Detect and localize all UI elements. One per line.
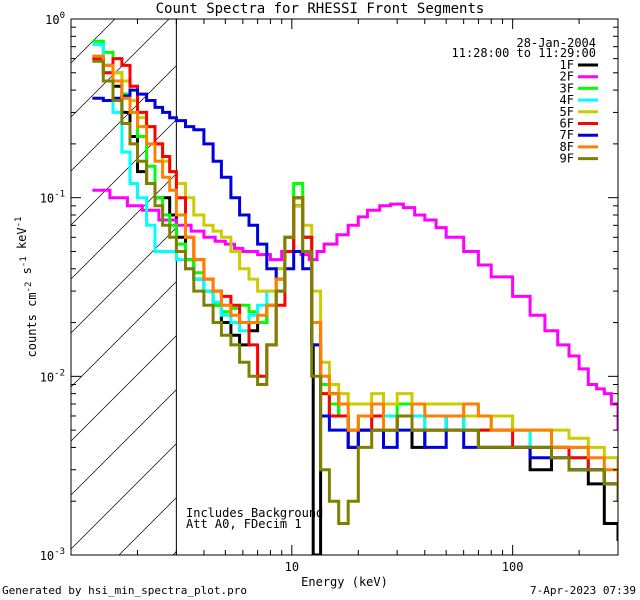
- hatch-line: [71, 335, 177, 442]
- y-tick-label: 10-1: [40, 190, 65, 206]
- legend-label-5F: 5F: [560, 105, 574, 119]
- series-line-5F: [92, 57, 618, 470]
- hatch-line: [0, 0, 125, 555]
- y-tick-label: 10-2: [40, 368, 65, 384]
- footer-timestamp: 7-Apr-2023 07:39: [530, 584, 636, 597]
- hatch-line: [0, 0, 71, 555]
- y-axis-label: counts cm-2 s-1 keV-1: [14, 217, 39, 358]
- hatch-line: [71, 19, 116, 64]
- legend-label-2F: 2F: [560, 70, 574, 84]
- series-line-9F: [92, 59, 618, 525]
- hatch-line: [71, 227, 177, 334]
- footer-generated-by: Generated by hsi_min_spectra_plot.pro: [2, 584, 248, 597]
- series-line-2F: [92, 188, 618, 431]
- annotation-background: Includes Background: [186, 506, 324, 520]
- legend-label-9F: 9F: [560, 152, 574, 166]
- series-line-1F: [92, 57, 618, 555]
- hatch-line: [71, 19, 170, 118]
- legend-label-7F: 7F: [560, 128, 574, 142]
- series-line-3F: [92, 39, 618, 502]
- plot-frame: [70, 18, 619, 556]
- legend-label-4F: 4F: [560, 93, 574, 107]
- y-tick-label: 100: [45, 11, 65, 27]
- hatch-line: [71, 281, 177, 388]
- legend-time-range: 11:28:00 to 11:29:00: [451, 46, 597, 60]
- hatch-line: [71, 65, 177, 172]
- x-axis-label: Energy (keV): [301, 575, 388, 589]
- legend-label-6F: 6F: [560, 117, 574, 131]
- legend-label-8F: 8F: [560, 140, 574, 154]
- legend-label-1F: 1F: [560, 58, 574, 72]
- hatched-region: [0, 0, 640, 555]
- hatch-line: [71, 443, 177, 550]
- hatch-line: [71, 389, 177, 496]
- series-line-8F: [92, 54, 618, 484]
- legend-date: 28-Jan-2004: [516, 36, 596, 50]
- chart-title: Count Spectra for RHESSI Front Segments: [155, 1, 485, 17]
- series-line-4F: [92, 43, 618, 502]
- series-line-7F: [92, 88, 618, 502]
- hatch-line: [227, 0, 640, 555]
- legend-label-3F: 3F: [560, 81, 574, 95]
- hatch-line: [71, 119, 177, 226]
- x-tick-label: 10: [285, 560, 299, 574]
- hatch-line: [71, 173, 177, 280]
- annotation-attenuator: Att A0, FDecim 1: [186, 517, 302, 531]
- series-group: [92, 39, 618, 555]
- x-tick-label: 100: [502, 560, 524, 574]
- y-tick-label: 10-3: [40, 547, 65, 563]
